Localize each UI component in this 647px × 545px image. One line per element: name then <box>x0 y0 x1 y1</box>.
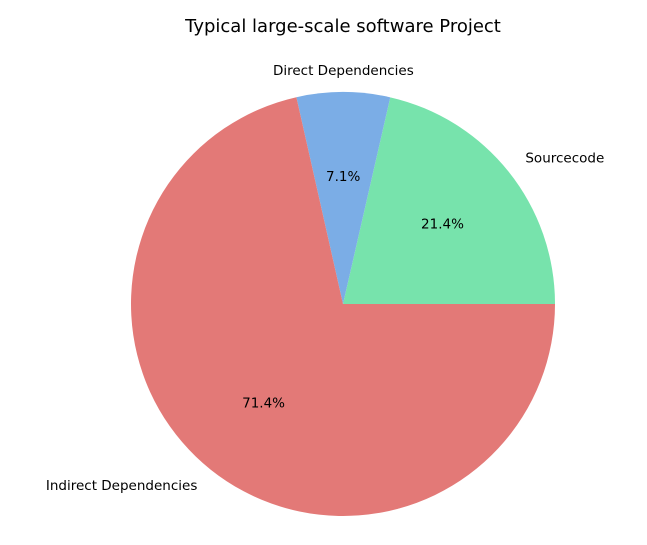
slice-label-direct-dependencies: Direct Dependencies <box>273 63 414 79</box>
slice-label-sourcecode: Sourcecode <box>525 151 604 167</box>
pie-slices <box>130 92 555 517</box>
percent-label-sourcecode: 21.4% <box>421 217 464 233</box>
pie-slice-direct-dependencies <box>296 92 391 304</box>
slice-label-indirect-dependencies: Indirect Dependencies <box>46 478 198 494</box>
percent-label-direct-dependencies: 7.1% <box>326 169 360 185</box>
pie-slice-indirect-dependencies <box>130 97 555 517</box>
chart-title: Typical large-scale software Project <box>184 16 501 37</box>
pie-labels: Sourcecode 21.4% Direct Dependencies 7.1% In… <box>46 63 604 494</box>
percent-label-indirect-dependencies: 71.4% <box>242 395 285 411</box>
pie-slice-sourcecode <box>343 97 555 304</box>
